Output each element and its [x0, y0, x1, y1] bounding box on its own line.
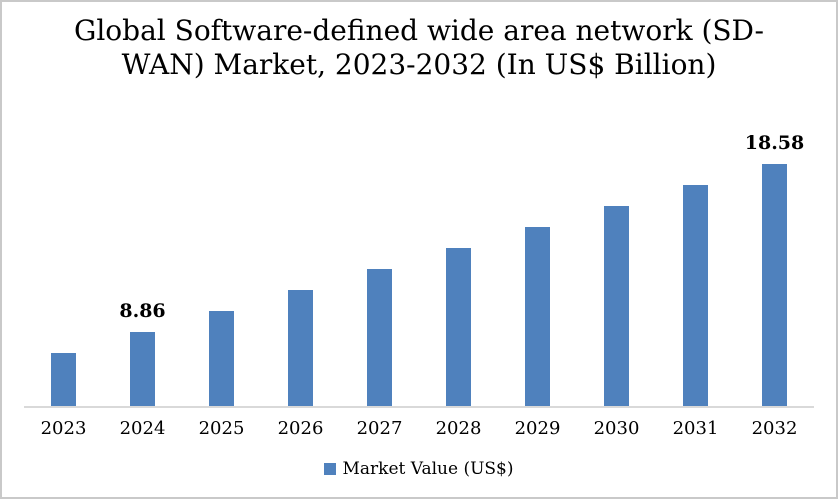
bar-slot-2023: [24, 139, 103, 406]
chart-title-line-2: WAN) Market, 2023-2032 (In US$ Billion): [121, 48, 717, 81]
bar-slot-2028: [419, 139, 498, 406]
legend-label: Market Value (US$): [342, 459, 514, 479]
data-label-2024: 8.86: [119, 300, 166, 322]
chart-title: Global Software-defined wide area networ…: [2, 14, 836, 82]
x-axis-label-2030: 2030: [593, 418, 640, 439]
x-axis-label-2024: 2024: [119, 418, 166, 439]
bar-2030: [604, 206, 629, 406]
bar-2026: [288, 290, 313, 406]
x-axis-label-2025: 2025: [198, 418, 245, 439]
data-label-2032: 18.58: [744, 132, 805, 154]
bar-slot-2032: 18.58: [735, 132, 814, 406]
bar-slot-2029: [498, 139, 577, 406]
chart-title-line-1: Global Software-defined wide area networ…: [73, 14, 764, 47]
plot-area: 8.86 18.58: [24, 132, 814, 408]
bar-slot-2027: [340, 139, 419, 406]
bar-2023: [51, 353, 76, 406]
bar-2029: [525, 227, 550, 406]
bar-2031: [683, 185, 708, 406]
x-axis-label-2031: 2031: [672, 418, 719, 439]
bar-2028: [446, 248, 471, 406]
bar-slot-2026: [261, 139, 340, 406]
bar-slot-2030: [577, 139, 656, 406]
bar-2025: [209, 311, 234, 406]
x-axis-labels: 2023 2024 2025 2026 2027 2028 2029 2030 2031 2032: [24, 418, 814, 439]
bar-2032: [762, 164, 787, 406]
legend: Market Value (US$): [2, 459, 836, 479]
bar-slot-2025: [182, 139, 261, 406]
bar-slot-2024: 8.86: [103, 139, 182, 406]
bar-2027: [367, 269, 392, 406]
x-axis-label-2027: 2027: [356, 418, 403, 439]
x-axis-label-2023: 2023: [40, 418, 87, 439]
bar-slot-2031: [656, 139, 735, 406]
x-axis-label-2026: 2026: [277, 418, 324, 439]
x-axis-label-2032: 2032: [751, 418, 798, 439]
x-axis-label-2028: 2028: [435, 418, 482, 439]
x-axis-label-2029: 2029: [514, 418, 561, 439]
bar-2024: [130, 332, 155, 406]
legend-marker-icon: [324, 463, 337, 475]
